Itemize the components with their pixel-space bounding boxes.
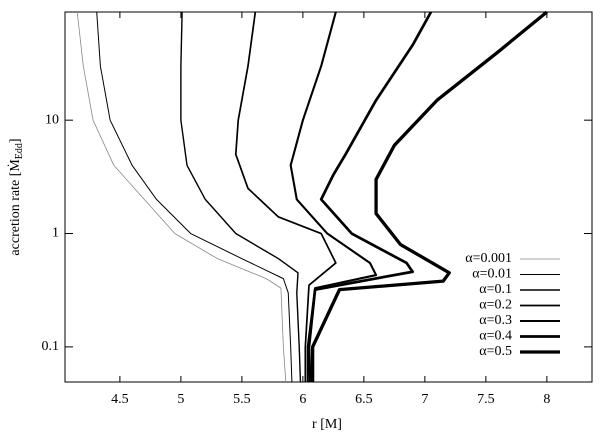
y-label-sub: Edd bbox=[14, 143, 25, 159]
x-tick-label: 5.5 bbox=[233, 392, 251, 407]
series-line bbox=[289, 11, 378, 382]
plot-frame bbox=[64, 11, 593, 383]
x-tick-label: 6.5 bbox=[355, 392, 373, 407]
series-line bbox=[310, 10, 548, 382]
series-line bbox=[307, 11, 433, 383]
y-label-part: accretion rate [Ṁ bbox=[7, 159, 23, 256]
legend-label: α=0.1 bbox=[479, 282, 512, 297]
x-tick-label: 6 bbox=[299, 392, 306, 407]
legend-label: α=0.3 bbox=[479, 313, 512, 328]
legend-label: α=0.5 bbox=[479, 344, 512, 359]
legend-label: α=0.2 bbox=[479, 298, 512, 313]
x-tick-label: 7.5 bbox=[477, 392, 495, 407]
legend-label: α=0.01 bbox=[472, 267, 512, 282]
x-tick-label: 4.5 bbox=[111, 392, 129, 407]
series-line bbox=[76, 11, 287, 383]
series-line bbox=[96, 11, 293, 383]
x-tick-label: 8 bbox=[543, 392, 550, 407]
y-tick-label: 1 bbox=[52, 226, 59, 241]
series-line bbox=[180, 11, 302, 383]
legend-label: α=0.4 bbox=[479, 329, 512, 344]
x-tick-label: 5 bbox=[177, 392, 184, 407]
y-tick-label: 10 bbox=[45, 112, 59, 127]
y-label-part: ] bbox=[8, 138, 23, 143]
x-tick-label: 7 bbox=[421, 392, 428, 407]
y-tick-label: 0.1 bbox=[42, 339, 60, 354]
y-axis-label: accretion rate [ṀEdd] bbox=[7, 138, 25, 255]
x-axis-label: r [M] bbox=[312, 417, 342, 432]
series-line bbox=[234, 11, 337, 382]
legend-label: α=0.001 bbox=[465, 251, 512, 266]
